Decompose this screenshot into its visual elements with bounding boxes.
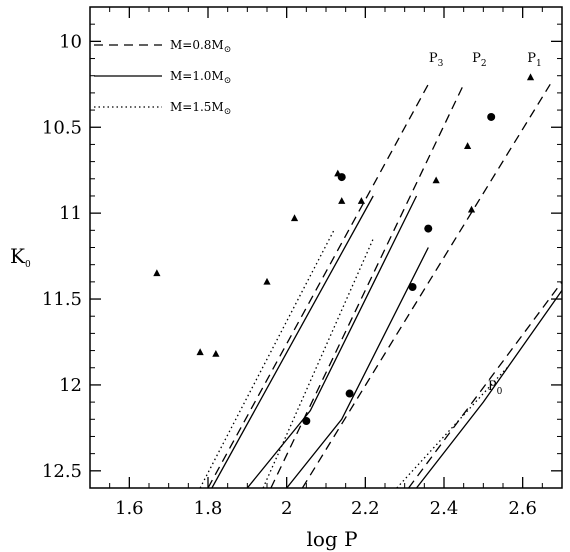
triangle-point [196,348,204,356]
legend-label-sun: ⊙ [224,76,232,86]
model-line-dotted [262,238,374,488]
legend-label-sun: ⊙ [224,107,232,117]
circle-point [408,283,417,292]
model-line-solid [211,195,374,488]
model-line-dashed [408,281,562,488]
legend-label-text: M=0.8M [170,38,224,52]
triangle-point [338,197,346,204]
model-line-solid [246,195,418,488]
sequence-label-index: 3 [438,59,444,69]
sequence-label-index: 2 [481,59,487,69]
x-tick-label: 2.2 [351,498,380,519]
legend-label-sun: ⊙ [224,45,232,55]
sequence-label: P2 [472,51,486,69]
model-line-dashed [207,83,429,488]
circle-point [337,173,346,182]
y-tick-label: 12 [59,375,82,396]
model-line-solid [286,247,429,488]
triangle-point [212,350,220,357]
y-tick-label: 12.5 [42,461,82,482]
circle-point [302,417,311,426]
model-lines [199,83,562,488]
y-tick-label: 10 [59,31,82,52]
sequence-label: P0 [488,379,503,397]
y-tick-label: 10.5 [42,117,82,138]
y-axis-label: K0 [10,244,31,270]
legend-label: M=1.5M⊙ [170,100,231,117]
sequence-label-letter: P [488,379,497,394]
sequence-label-letter: P [472,51,481,66]
y-tick-label: 11 [59,203,82,224]
sequence-label-letter: P [527,51,536,66]
sequence-label: P1 [527,51,541,69]
triangle-point [357,197,365,204]
legend: M=0.8M⊙M=1.0M⊙M=1.5M⊙ [94,38,231,117]
triangle-point [432,176,440,184]
x-tick-label: 1.6 [115,498,144,519]
data-points [153,73,535,426]
circle-point [424,224,433,233]
triangle-point [263,277,271,285]
y-tick-label: 11.5 [42,289,82,310]
triangle-point [467,205,476,213]
model-line-dashed [270,84,465,488]
plot-frame [89,6,563,489]
x-tick-label: 2.6 [508,498,537,519]
circle-point [487,112,496,121]
triangle-point [290,214,299,222]
triangle-point [153,269,161,277]
x-tick-label: 2.4 [430,498,459,519]
model-line-solid [415,290,562,488]
model-line-dotted [396,367,508,488]
sequence-label-index: 1 [536,59,542,69]
sequence-label-index: 0 [497,387,503,397]
sequence-label-letter: P [429,51,438,66]
x-tick-label: 2 [281,498,292,519]
legend-label: M=1.0M⊙ [170,69,231,86]
legend-label-text: M=1.0M [170,69,224,83]
legend-label: M=0.8M⊙ [170,38,231,55]
legend-label-text: M=1.5M [170,100,224,114]
circle-point [345,389,354,398]
model-line-dashed [301,83,551,488]
sequence-label: P3 [429,51,444,69]
x-tick-label: 1.8 [194,498,223,519]
triangle-point [526,73,535,81]
model-line-dotted [199,230,335,488]
triangle-point [464,142,472,149]
x-axis-label: log P [306,527,357,551]
